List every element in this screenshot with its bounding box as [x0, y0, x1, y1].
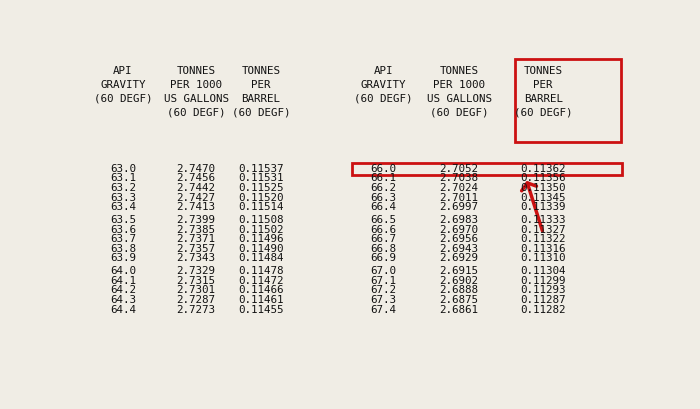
Text: 66.0: 66.0: [370, 164, 396, 174]
Text: 2.7442: 2.7442: [176, 183, 216, 193]
Text: 2.7371: 2.7371: [176, 234, 216, 244]
Text: 0.11316: 0.11316: [521, 244, 566, 254]
Text: 0.11293: 0.11293: [521, 285, 566, 295]
Text: 0.11299: 0.11299: [521, 276, 566, 286]
Text: 63.4: 63.4: [110, 202, 136, 212]
Text: TONNES
PER
BARREL
(60 DEGF): TONNES PER BARREL (60 DEGF): [232, 66, 290, 117]
Text: 0.11333: 0.11333: [521, 215, 566, 225]
Text: 66.9: 66.9: [370, 253, 396, 263]
Text: 2.7357: 2.7357: [176, 244, 216, 254]
Text: TONNES
PER 1000
US GALLONS
(60 DEGF): TONNES PER 1000 US GALLONS (60 DEGF): [164, 66, 228, 117]
Text: 2.7329: 2.7329: [176, 266, 216, 276]
Text: 0.11287: 0.11287: [521, 295, 566, 305]
Text: 2.7024: 2.7024: [440, 183, 479, 193]
Text: 63.3: 63.3: [110, 193, 136, 202]
Text: 2.6875: 2.6875: [440, 295, 479, 305]
Text: 64.2: 64.2: [110, 285, 136, 295]
Text: 2.7413: 2.7413: [176, 202, 216, 212]
Text: 63.0: 63.0: [110, 164, 136, 174]
Text: 0.11525: 0.11525: [238, 183, 284, 193]
Text: 0.11327: 0.11327: [521, 225, 566, 234]
Text: 66.3: 66.3: [370, 193, 396, 202]
Text: 2.7011: 2.7011: [440, 193, 479, 202]
Text: 64.1: 64.1: [110, 276, 136, 286]
Text: 2.7470: 2.7470: [176, 164, 216, 174]
Text: 0.11478: 0.11478: [238, 266, 284, 276]
Text: 2.7343: 2.7343: [176, 253, 216, 263]
Text: 2.7456: 2.7456: [176, 173, 216, 183]
Text: 67.1: 67.1: [370, 276, 396, 286]
Text: 0.11345: 0.11345: [521, 193, 566, 202]
Text: 63.1: 63.1: [110, 173, 136, 183]
Text: 67.2: 67.2: [370, 285, 396, 295]
Text: 2.7273: 2.7273: [176, 305, 216, 315]
Text: 63.6: 63.6: [110, 225, 136, 234]
Text: 0.11362: 0.11362: [521, 164, 566, 174]
Text: 67.0: 67.0: [370, 266, 396, 276]
Text: 2.6943: 2.6943: [440, 244, 479, 254]
Text: 2.6983: 2.6983: [440, 215, 479, 225]
Text: 67.4: 67.4: [370, 305, 396, 315]
Text: 2.7399: 2.7399: [176, 215, 216, 225]
Text: 0.11502: 0.11502: [238, 225, 284, 234]
Text: 63.8: 63.8: [110, 244, 136, 254]
Bar: [515, 58, 621, 142]
Text: 2.6902: 2.6902: [440, 276, 479, 286]
Text: 2.6970: 2.6970: [440, 225, 479, 234]
Text: 66.5: 66.5: [370, 215, 396, 225]
Text: 2.7287: 2.7287: [176, 295, 216, 305]
Text: 0.11461: 0.11461: [238, 295, 284, 305]
Text: 0.11496: 0.11496: [238, 234, 284, 244]
Text: 66.6: 66.6: [370, 225, 396, 234]
Text: 67.3: 67.3: [370, 295, 396, 305]
Text: 2.6861: 2.6861: [440, 305, 479, 315]
Text: 2.7052: 2.7052: [440, 164, 479, 174]
Text: 63.5: 63.5: [110, 215, 136, 225]
Text: 64.4: 64.4: [110, 305, 136, 315]
Text: 2.7301: 2.7301: [176, 285, 216, 295]
Text: API
GRAVITY
(60 DEGF): API GRAVITY (60 DEGF): [94, 66, 152, 103]
Text: 0.11508: 0.11508: [238, 215, 284, 225]
Text: 66.4: 66.4: [370, 202, 396, 212]
Text: 0.11282: 0.11282: [521, 305, 566, 315]
Text: 0.11356: 0.11356: [521, 173, 566, 183]
Text: 2.7427: 2.7427: [176, 193, 216, 202]
Text: 0.11490: 0.11490: [238, 244, 284, 254]
Text: 0.11310: 0.11310: [521, 253, 566, 263]
Text: 2.6929: 2.6929: [440, 253, 479, 263]
FancyArrowPatch shape: [522, 183, 542, 231]
Text: 0.11350: 0.11350: [521, 183, 566, 193]
Text: 0.11472: 0.11472: [238, 276, 284, 286]
Text: 2.6888: 2.6888: [440, 285, 479, 295]
Text: 63.9: 63.9: [110, 253, 136, 263]
Text: 0.11520: 0.11520: [238, 193, 284, 202]
Text: 2.7385: 2.7385: [176, 225, 216, 234]
Text: 63.7: 63.7: [110, 234, 136, 244]
Bar: [352, 163, 622, 175]
Text: 2.7038: 2.7038: [440, 173, 479, 183]
Text: 64.3: 64.3: [110, 295, 136, 305]
Text: 0.11531: 0.11531: [238, 173, 284, 183]
Text: 0.11514: 0.11514: [238, 202, 284, 212]
Text: TONNES
PER 1000
US GALLONS
(60 DEGF): TONNES PER 1000 US GALLONS (60 DEGF): [426, 66, 491, 117]
Text: 2.6956: 2.6956: [440, 234, 479, 244]
Text: 0.11466: 0.11466: [238, 285, 284, 295]
Text: 0.11484: 0.11484: [238, 253, 284, 263]
Text: 2.6997: 2.6997: [440, 202, 479, 212]
Text: 66.8: 66.8: [370, 244, 396, 254]
Text: 0.11537: 0.11537: [238, 164, 284, 174]
Text: 66.2: 66.2: [370, 183, 396, 193]
Text: 0.11339: 0.11339: [521, 202, 566, 212]
Text: 66.7: 66.7: [370, 234, 396, 244]
Text: API
GRAVITY
(60 DEGF): API GRAVITY (60 DEGF): [354, 66, 412, 103]
Text: TONNES
PER
BARREL
(60 DEGF): TONNES PER BARREL (60 DEGF): [514, 66, 573, 117]
Text: 0.11455: 0.11455: [238, 305, 284, 315]
Text: 2.6915: 2.6915: [440, 266, 479, 276]
Text: 2.7315: 2.7315: [176, 276, 216, 286]
Text: 64.0: 64.0: [110, 266, 136, 276]
Text: 0.11304: 0.11304: [521, 266, 566, 276]
Text: 63.2: 63.2: [110, 183, 136, 193]
Text: 0.11322: 0.11322: [521, 234, 566, 244]
Text: 66.1: 66.1: [370, 173, 396, 183]
